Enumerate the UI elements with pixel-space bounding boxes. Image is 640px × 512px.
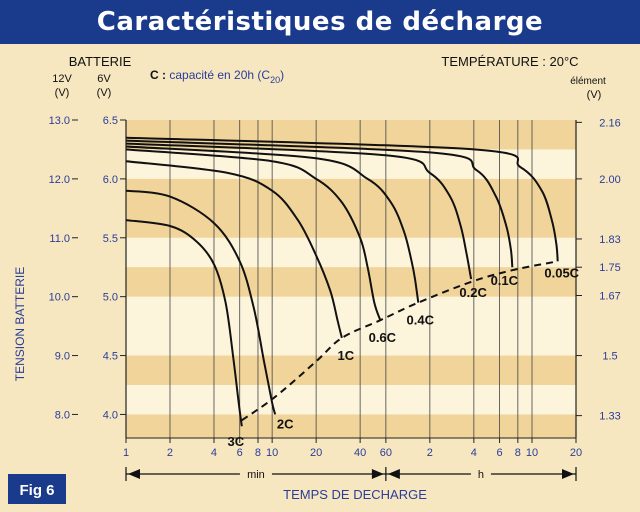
chart-title: Caractéristiques de décharge — [96, 7, 544, 37]
x-tick-label: 6 — [237, 447, 243, 459]
y-tick-label-cell: 2.16 — [599, 117, 620, 129]
y-tick-label-cell: 1.83 — [599, 234, 620, 246]
capacity-note: C : capacité en 20h (C20) — [150, 68, 284, 85]
voltage-band — [126, 296, 576, 356]
axis-unit-cell: (V) — [587, 89, 602, 101]
x-tick-label: 8 — [255, 447, 261, 459]
x-tick-label: 8 — [515, 447, 521, 459]
y-tick-label-6v: 4.0 — [103, 409, 118, 421]
y-tick-label-12v: 8.0 — [55, 409, 70, 421]
y-tick-label-cell: 1.5 — [602, 351, 617, 363]
axis-unit-12v: (V) — [55, 87, 70, 99]
x-tick-label: 40 — [354, 447, 366, 459]
x-tick-label: 20 — [570, 447, 582, 459]
voltage-band — [126, 414, 576, 438]
x-tick-label: 20 — [310, 447, 322, 459]
x-tick-label: 60 — [380, 447, 392, 459]
x-tick-label: 2 — [167, 447, 173, 459]
fig-label-box: Fig 6 — [8, 474, 66, 504]
range-arrowhead — [562, 469, 574, 479]
series-line-0.6C — [125, 148, 382, 321]
voltage-band — [126, 385, 576, 415]
x-tick-label: 10 — [526, 447, 538, 459]
y-tick-label-6v: 6.0 — [103, 174, 118, 186]
series-label-0.05C: 0.05C — [544, 265, 579, 280]
range-label-bg — [470, 466, 491, 482]
range-arrowhead — [387, 469, 400, 479]
y-tick-label-12v: 9.0 — [55, 351, 70, 363]
y-tick-label-cell: 1.75 — [599, 262, 620, 274]
y-tick-label-12v: 13.0 — [49, 115, 70, 127]
range-arrowhead — [128, 469, 140, 479]
series-label-0.4C: 0.4C — [407, 313, 435, 328]
y-tick-label-12v: 12.0 — [49, 174, 70, 186]
y-tick-label-6v: 6.5 — [103, 115, 118, 127]
series-label-0.1C: 0.1C — [491, 273, 519, 288]
y-tick-label-6v: 5.5 — [103, 233, 118, 245]
title-bar: Caractéristiques de décharge — [0, 0, 640, 44]
series-label-1C: 1C — [338, 348, 355, 363]
range-label-min: min — [247, 469, 265, 481]
series-label-0.2C: 0.2C — [459, 285, 487, 300]
voltage-band — [126, 355, 576, 385]
voltage-band — [126, 237, 576, 268]
y-tick-label-6v: 5.0 — [103, 292, 118, 304]
series-line-0.1C — [125, 139, 514, 268]
y-axis-title: TENSION BATTERIE — [13, 267, 27, 381]
discharge-curves — [125, 136, 559, 427]
series-line-2C — [125, 189, 277, 415]
y-tick-label-12v: 10.0 — [49, 292, 70, 304]
fig-label-bg — [8, 474, 66, 504]
series-line-0.4C — [125, 145, 420, 303]
range-label-h: h — [478, 469, 484, 481]
series-label-3C: 3C — [227, 434, 244, 449]
battery-label: BATTERIE — [69, 54, 132, 69]
end-of-discharge-line — [241, 260, 558, 422]
x-tick-label: 1 — [123, 447, 129, 459]
voltage-bands — [0, 44, 640, 512]
series-line-0.05C — [125, 136, 559, 262]
x-tick-label: 4 — [471, 447, 477, 459]
range-arrowhead — [371, 469, 384, 479]
x-axis-title: TEMPS DE DECHARGE — [283, 487, 427, 502]
axis-header-12v: 12V — [52, 73, 72, 85]
x-tick-label: 4 — [211, 447, 217, 459]
series-label-0.6C: 0.6C — [369, 330, 397, 345]
range-label-bg — [239, 466, 272, 482]
fig-label: Fig 6 — [19, 482, 54, 499]
axes — [72, 119, 582, 482]
series-line-3C — [125, 219, 243, 427]
y-tick-label-cell: 1.33 — [599, 411, 620, 423]
temperature-label: TEMPÉRATURE : 20°C — [441, 54, 578, 69]
axis-unit-6v: (V) — [97, 87, 112, 99]
y-tick-label-cell: 2.00 — [599, 174, 620, 186]
y-tick-label-cell: 1.67 — [599, 290, 620, 302]
series-line-1C — [125, 160, 343, 339]
axis-header-cell: élément — [570, 76, 606, 87]
axis-header-6v: 6V — [97, 73, 111, 85]
series-label-2C: 2C — [277, 416, 294, 431]
y-tick-label-12v: 11.0 — [49, 233, 70, 245]
x-tick-label: 10 — [266, 447, 278, 459]
series-line-0.2C — [125, 142, 473, 280]
x-tick-label: 2 — [427, 447, 433, 459]
x-tick-label: 6 — [497, 447, 503, 459]
y-tick-label-6v: 4.5 — [103, 351, 118, 363]
